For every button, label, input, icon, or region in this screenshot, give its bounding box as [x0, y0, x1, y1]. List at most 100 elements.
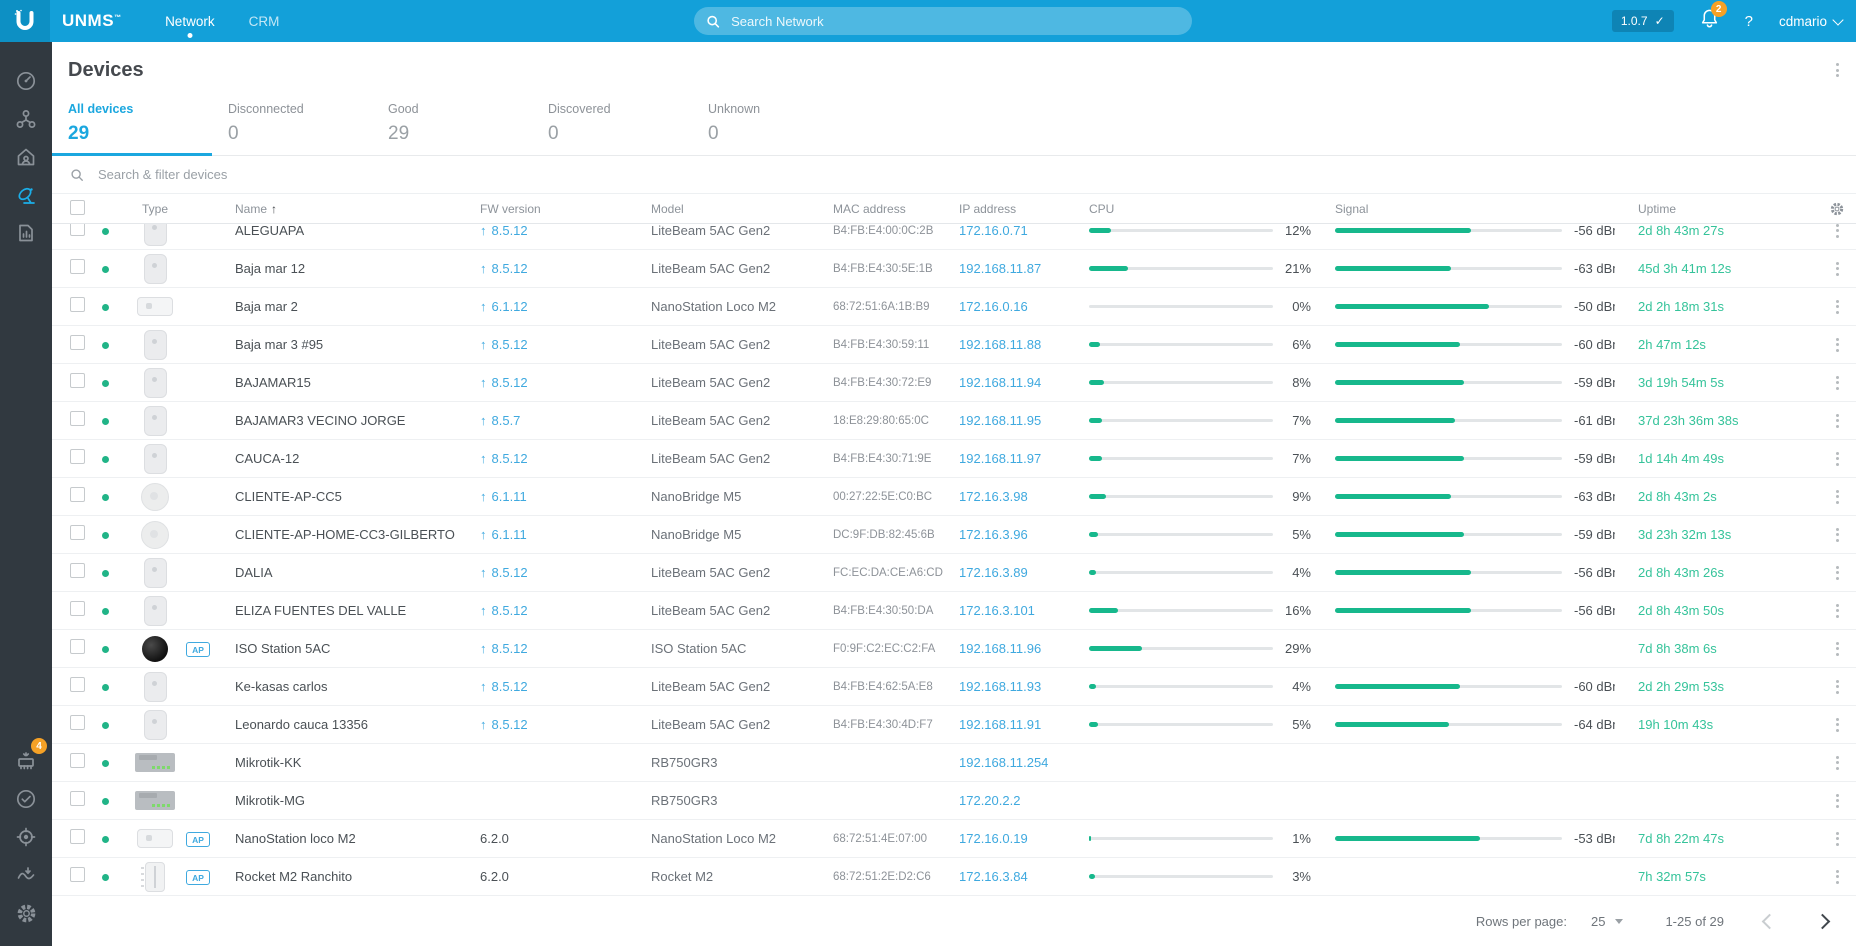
nav-tab-network[interactable]: Network [165, 0, 215, 42]
column-header-uptime[interactable]: Uptime [1638, 201, 1677, 216]
row-checkbox[interactable] [70, 258, 85, 274]
row-actions-kebab[interactable] [1833, 753, 1842, 773]
row-actions-kebab[interactable] [1833, 829, 1842, 849]
fw-version[interactable]: ↑ 6.1.12 [480, 299, 528, 314]
ip-address-link[interactable]: 192.168.11.97 [959, 451, 1042, 466]
select-all-checkbox[interactable] [70, 199, 85, 215]
ip-address-link[interactable]: 172.16.3.96 [959, 527, 1028, 542]
row-checkbox[interactable] [70, 866, 85, 882]
row-actions-kebab[interactable] [1833, 224, 1842, 241]
row-actions-kebab[interactable] [1833, 677, 1842, 697]
fw-version[interactable]: ↑ 8.5.12 [480, 375, 528, 390]
ip-address-link[interactable]: 192.168.11.95 [959, 413, 1042, 428]
row-checkbox[interactable] [70, 224, 85, 236]
global-search[interactable] [694, 7, 1192, 35]
row-actions-kebab[interactable] [1833, 373, 1842, 393]
row-checkbox[interactable] [70, 524, 85, 540]
ip-address-link[interactable]: 172.16.3.84 [959, 869, 1028, 884]
fw-version[interactable]: ↑ 8.5.12 [480, 565, 528, 580]
row-actions-kebab[interactable] [1833, 487, 1842, 507]
row-actions-kebab[interactable] [1833, 791, 1842, 811]
column-header-fw[interactable]: FW version [480, 201, 541, 216]
column-header-cpu[interactable]: CPU [1089, 201, 1115, 216]
ip-address-link[interactable]: 172.16.0.71 [959, 224, 1028, 238]
table-row[interactable]: CLIENTE-AP-CC5 ↑ 6.1.11 NanoBridge M5 00:… [52, 478, 1856, 516]
ip-address-link[interactable]: 172.16.3.101 [959, 603, 1035, 618]
rows-per-page-select[interactable]: 25 [1591, 914, 1624, 929]
sidebar-item-dashboard[interactable] [7, 62, 45, 100]
global-search-input[interactable] [729, 12, 1180, 30]
column-settings-button[interactable] [1818, 201, 1856, 217]
fw-version[interactable]: ↑ 8.5.12 [480, 641, 528, 656]
ip-address-link[interactable]: 192.168.11.96 [959, 641, 1042, 656]
sidebar-item-discovery[interactable] [7, 818, 45, 856]
ip-address-link[interactable]: 172.16.3.89 [959, 565, 1028, 580]
tab-all-devices[interactable]: All devices 29 [52, 88, 212, 156]
row-checkbox[interactable] [70, 638, 85, 654]
fw-version[interactable]: ↑ 8.5.12 [480, 717, 528, 732]
ip-address-link[interactable]: 172.16.0.16 [959, 299, 1028, 314]
prev-page-button[interactable] [1761, 913, 1778, 929]
row-checkbox[interactable] [70, 296, 85, 312]
sidebar-item-tasks[interactable] [7, 780, 45, 818]
table-row[interactable]: BAJAMAR3 VECINO JORGE ↑ 8.5.7 LiteBeam 5A… [52, 402, 1856, 440]
row-checkbox[interactable] [70, 790, 85, 806]
fw-version[interactable]: ↑ 8.5.12 [480, 261, 528, 276]
row-actions-kebab[interactable] [1833, 411, 1842, 431]
row-checkbox[interactable] [70, 486, 85, 502]
table-row[interactable]: AP ISO Station 5AC ↑ 8.5.12 ISO Station 5… [52, 630, 1856, 668]
ip-address-link[interactable]: 172.16.3.98 [959, 489, 1028, 504]
row-actions-kebab[interactable] [1833, 601, 1842, 621]
sidebar-item-devices[interactable] [7, 176, 45, 214]
version-badge[interactable]: 1.0.7 ✓ [1611, 10, 1674, 32]
column-header-type[interactable]: Type [141, 201, 168, 216]
table-row[interactable]: ELIZA FUENTES DEL VALLE ↑ 8.5.12 LiteBeam… [52, 592, 1856, 630]
table-row[interactable]: AP Rocket M2 Ranchito 6.2.0 Rocket M2 68… [52, 858, 1856, 896]
sidebar-item-logs[interactable] [7, 856, 45, 894]
ip-address-link[interactable]: 172.20.2.2 [959, 793, 1021, 808]
tab-disconnected[interactable]: Disconnected 0 [212, 88, 372, 155]
row-actions-kebab[interactable] [1833, 297, 1842, 317]
fw-version[interactable]: ↑ 8.5.12 [480, 224, 528, 238]
fw-version[interactable]: ↑ 6.1.11 [480, 489, 527, 504]
nav-tab-crm[interactable]: CRM [248, 13, 280, 29]
fw-version[interactable]: ↑ 8.5.12 [480, 603, 528, 618]
ip-address-link[interactable]: 192.168.11.93 [959, 679, 1042, 694]
help-button[interactable]: ? [1744, 12, 1753, 30]
row-actions-kebab[interactable] [1833, 715, 1842, 735]
table-row[interactable]: Baja mar 3 #95 ↑ 8.5.12 LiteBeam 5AC Gen2… [52, 326, 1856, 364]
tab-good[interactable]: Good 29 [372, 88, 532, 155]
sidebar-item-topology[interactable] [7, 100, 45, 138]
table-row[interactable]: Baja mar 12 ↑ 8.5.12 LiteBeam 5AC Gen2 B4… [52, 250, 1856, 288]
row-actions-kebab[interactable] [1833, 563, 1842, 583]
sidebar-item-sites[interactable] [7, 138, 45, 176]
table-row[interactable]: BAJAMAR15 ↑ 8.5.12 LiteBeam 5AC Gen2 B4:F… [52, 364, 1856, 402]
table-row[interactable]: DALIA ↑ 8.5.12 LiteBeam 5AC Gen2 FC:EC:DA… [52, 554, 1856, 592]
fw-version[interactable]: 6.2.0 [480, 869, 509, 884]
row-checkbox[interactable] [70, 448, 85, 464]
row-actions-kebab[interactable] [1833, 449, 1842, 469]
row-actions-kebab[interactable] [1833, 259, 1842, 279]
row-checkbox[interactable] [70, 828, 85, 844]
next-page-button[interactable] [1814, 913, 1831, 929]
table-row[interactable]: AP NanoStation loco M2 6.2.0 NanoStation… [52, 820, 1856, 858]
table-row[interactable]: Mikrotik-MG RB750GR3 172.20.2.2 [52, 782, 1856, 820]
table-row[interactable]: ALEGUAPA ↑ 8.5.12 LiteBeam 5AC Gen2 B4:FB… [52, 224, 1856, 250]
row-checkbox[interactable] [70, 334, 85, 350]
row-checkbox[interactable] [70, 600, 85, 616]
row-checkbox[interactable] [70, 372, 85, 388]
table-row[interactable]: CAUCA-12 ↑ 8.5.12 LiteBeam 5AC Gen2 B4:FB… [52, 440, 1856, 478]
column-header-signal[interactable]: Signal [1335, 201, 1369, 216]
table-row[interactable]: CLIENTE-AP-HOME-CC3-GILBERTO ↑ 6.1.11 Nan… [52, 516, 1856, 554]
table-row[interactable]: Ke-kasas carlos ↑ 8.5.12 LiteBeam 5AC Gen… [52, 668, 1856, 706]
row-checkbox[interactable] [70, 714, 85, 730]
row-checkbox[interactable] [70, 562, 85, 578]
column-header-ip[interactable]: IP address [959, 201, 1017, 216]
sidebar-item-reports[interactable] [7, 214, 45, 252]
fw-version[interactable]: ↑ 6.1.11 [480, 527, 527, 542]
ip-address-link[interactable]: 192.168.11.254 [959, 755, 1049, 770]
table-row[interactable]: Baja mar 2 ↑ 6.1.12 NanoStation Loco M2 6… [52, 288, 1856, 326]
user-menu[interactable]: cdmario [1779, 14, 1844, 29]
table-row[interactable]: Leonardo cauca 13356 ↑ 8.5.12 LiteBeam 5A… [52, 706, 1856, 744]
row-actions-kebab[interactable] [1833, 335, 1842, 355]
